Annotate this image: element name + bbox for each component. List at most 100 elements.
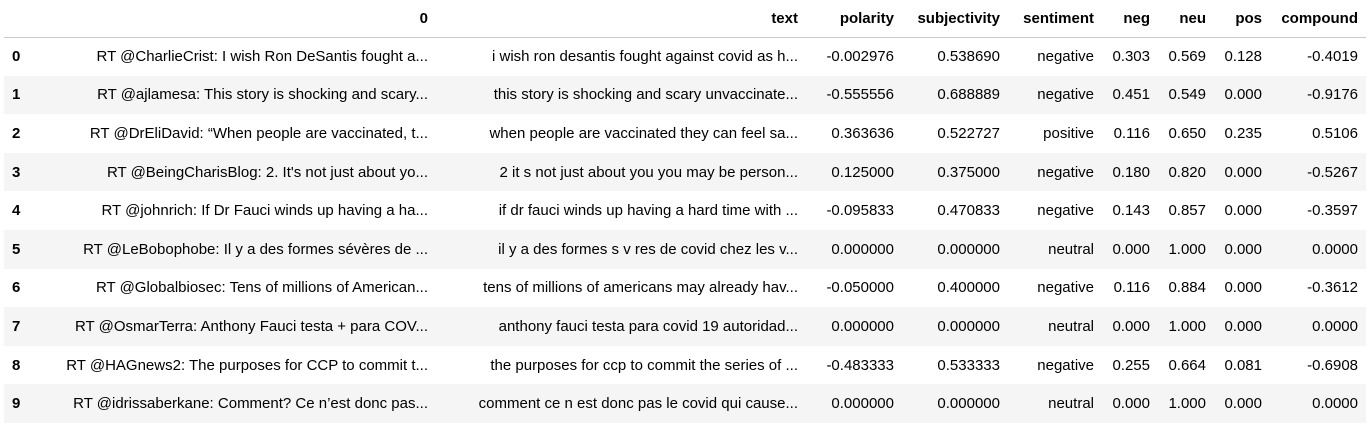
cell-polarity: 0.125000 [831, 163, 894, 181]
row-index: 9 [12, 395, 21, 413]
cell-raw-tweet: RT @Globalbiosec: Tens of millions of Am… [95, 279, 428, 297]
cell-compound: 0.5106 [1312, 124, 1358, 142]
cell-subjectivity: 0.533333 [937, 356, 1000, 374]
cell-pos: 0.128 [1224, 48, 1262, 66]
cell-neg: 0.180 [1112, 163, 1150, 181]
cell-polarity: -0.002976 [826, 48, 894, 66]
cell-neu: 0.820 [1168, 163, 1206, 181]
cell-polarity: 0.000000 [831, 317, 894, 335]
cell-polarity: -0.050000 [826, 279, 894, 297]
cell-text: when people are vaccinated they can feel… [489, 124, 798, 142]
row-index: 3 [12, 163, 21, 181]
cell-sentiment: negative [1037, 163, 1094, 181]
cell-subjectivity: 0.400000 [937, 279, 1000, 297]
cell-neu: 1.000 [1168, 240, 1206, 258]
cell-neu: 0.650 [1168, 124, 1206, 142]
cell-neg: 0.116 [1113, 124, 1150, 142]
cell-pos: 0.000 [1224, 317, 1262, 335]
table-row: 6 RT @Globalbiosec: Tens of millions of … [4, 269, 1366, 308]
cell-sentiment: negative [1037, 279, 1094, 297]
cell-compound: -0.3612 [1307, 279, 1358, 297]
cell-compound: -0.5267 [1307, 163, 1358, 181]
cell-compound: 0.0000 [1312, 317, 1358, 335]
cell-pos: 0.000 [1224, 163, 1262, 181]
cell-subjectivity: 0.000000 [937, 317, 1000, 335]
cell-polarity: 0.000000 [831, 240, 894, 258]
cell-sentiment: negative [1037, 48, 1094, 66]
cell-polarity: -0.555556 [826, 86, 894, 104]
cell-text: this story is shocking and scary unvacci… [493, 86, 798, 104]
table-row: 9 RT @idrissaberkane: Comment? Ce n’est … [4, 384, 1366, 423]
table-row: 3 RT @BeingCharisBlog: 2. It's not just … [4, 152, 1366, 192]
cell-pos: 0.000 [1224, 86, 1262, 104]
table-row: 4 RT @johnrich: If Dr Fauci winds up hav… [4, 191, 1366, 230]
table-body: 0 RT @CharlieCrist: I wish Ron DeSantis … [4, 37, 1366, 423]
cell-text: comment ce n est donc pas le covid qui c… [478, 395, 798, 413]
row-index: 8 [12, 356, 21, 374]
row-index: 2 [12, 124, 21, 142]
header-row: 0 text polarity subjectivity sentiment n… [4, 0, 1366, 38]
cell-sentiment: negative [1037, 86, 1094, 104]
cell-text: i wish ron desantis fought against covid… [491, 48, 798, 66]
dataframe-table: 0 text polarity subjectivity sentiment n… [4, 0, 1366, 423]
cell-neg: 0.303 [1112, 48, 1150, 66]
cell-polarity: -0.095833 [826, 202, 894, 220]
column-header-compound: compound [1270, 0, 1366, 38]
cell-neu: 0.857 [1168, 202, 1206, 220]
column-header-neg: neg [1102, 0, 1158, 38]
cell-sentiment: negative [1037, 356, 1094, 374]
table-row: 0 RT @CharlieCrist: I wish Ron DeSantis … [4, 37, 1366, 76]
cell-text: if dr fauci winds up having a hard time … [498, 202, 798, 220]
row-index: 0 [12, 48, 21, 66]
cell-pos: 0.235 [1224, 124, 1262, 142]
cell-neg: 0.116 [1113, 279, 1150, 297]
column-header-sentiment: sentiment [1008, 0, 1102, 38]
cell-raw-tweet: RT @HAGnews2: The purposes for CCP to co… [66, 356, 428, 374]
cell-raw-tweet: RT @johnrich: If Dr Fauci winds up havin… [101, 202, 429, 220]
cell-neg: 0.000 [1112, 317, 1150, 335]
cell-neu: 0.569 [1168, 48, 1206, 66]
cell-sentiment: negative [1037, 202, 1094, 220]
cell-compound: 0.0000 [1312, 395, 1358, 413]
cell-subjectivity: 0.375000 [937, 163, 1000, 181]
table-row: 1 RT @ajlamesa: This story is shocking a… [4, 75, 1366, 115]
cell-neu: 0.884 [1168, 279, 1206, 297]
column-header-index [4, 0, 30, 38]
cell-raw-tweet: RT @OsmarTerra: Anthony Fauci testa + pa… [74, 317, 428, 335]
cell-raw-tweet: RT @idrissaberkane: Comment? Ce n’est do… [73, 395, 428, 413]
cell-subjectivity: 0.688889 [937, 86, 1000, 104]
table-row: 8 RT @HAGnews2: The purposes for CCP to … [4, 346, 1366, 385]
row-index: 6 [12, 279, 21, 297]
cell-sentiment: positive [1043, 124, 1094, 142]
cell-neg: 0.000 [1112, 240, 1150, 258]
cell-neg: 0.143 [1112, 202, 1150, 220]
cell-text: the purposes for ccp to commit the serie… [490, 356, 798, 374]
table-row: 5 RT @LeBobophobe: Il y a des formes sév… [4, 229, 1366, 269]
cell-raw-tweet: RT @DrEliDavid: “When people are vaccina… [89, 124, 428, 142]
cell-subjectivity: 0.470833 [937, 202, 1000, 220]
cell-compound: -0.6908 [1307, 356, 1358, 374]
cell-raw-tweet: RT @LeBobophobe: Il y a des formes sévèr… [83, 240, 428, 258]
cell-polarity: 0.363636 [831, 124, 894, 142]
cell-raw-tweet: RT @CharlieCrist: I wish Ron DeSantis fo… [96, 48, 428, 66]
cell-neu: 1.000 [1168, 317, 1206, 335]
cell-text: tens of millions of americans may alread… [483, 279, 798, 297]
cell-neu: 1.000 [1168, 395, 1206, 413]
row-index: 4 [12, 202, 21, 220]
cell-polarity: 0.000000 [831, 395, 894, 413]
cell-compound: -0.3597 [1307, 202, 1358, 220]
cell-compound: -0.4019 [1307, 48, 1358, 66]
cell-neg: 0.000 [1112, 395, 1150, 413]
cell-raw-tweet: RT @BeingCharisBlog: 2. It's not just ab… [106, 163, 428, 181]
row-index: 5 [12, 240, 21, 258]
cell-text: anthony fauci testa para covid 19 autori… [498, 317, 798, 335]
cell-subjectivity: 0.522727 [937, 124, 1000, 142]
cell-neg: 0.451 [1112, 86, 1150, 104]
cell-compound: -0.9176 [1307, 86, 1358, 104]
row-index: 1 [12, 86, 21, 104]
table-row: 7 RT @OsmarTerra: Anthony Fauci testa + … [4, 307, 1366, 346]
cell-text: 2 it s not just about you you may be per… [499, 163, 798, 181]
cell-subjectivity: 0.000000 [937, 240, 1000, 258]
column-header-text: text [436, 0, 806, 38]
cell-pos: 0.000 [1224, 395, 1262, 413]
